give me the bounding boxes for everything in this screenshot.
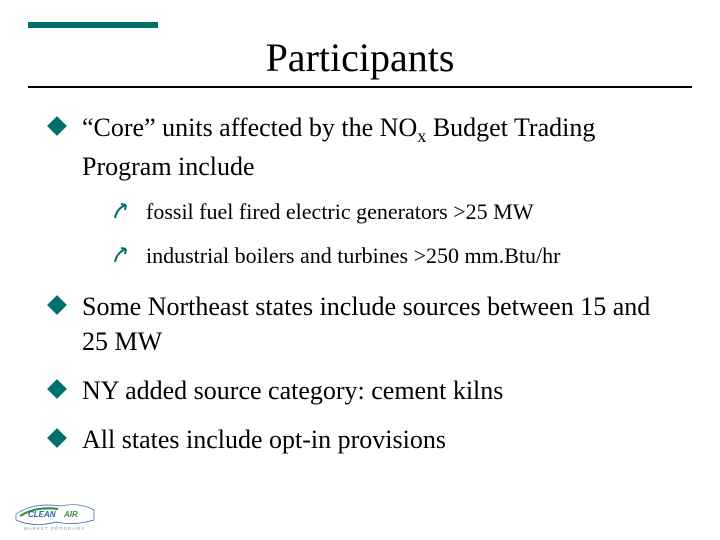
clean-air-logo: CLEAN AIR MARKET PROGRAMS — [14, 500, 104, 534]
sub-bullet-text: industrial boilers and turbines >250 mm.… — [146, 242, 560, 271]
header-underline — [28, 86, 692, 88]
diamond-bullet-icon — [47, 116, 67, 136]
bullet-item: Some Northeast states include sources be… — [50, 289, 680, 359]
sub-bullet-item: industrial boilers and turbines >250 mm.… — [112, 242, 680, 271]
diamond-bullet-icon — [47, 428, 67, 448]
subscript: x — [417, 126, 426, 146]
diamond-bullet-icon — [47, 379, 67, 399]
logo-text-clean: CLEAN — [28, 510, 56, 519]
sub-bullet-list: fossil fuel fired electric generators >2… — [112, 198, 680, 271]
bullet-text: Some Northeast states include sources be… — [82, 289, 680, 359]
logo-text-subtitle: MARKET PROGRAMS — [24, 526, 85, 531]
bullet-text: NY added source category: cement kilns — [82, 373, 503, 408]
sub-bullet-item: fossil fuel fired electric generators >2… — [112, 198, 680, 227]
slide-title: Participants — [0, 34, 720, 81]
sub-bullet-text: fossil fuel fired electric generators >2… — [146, 198, 533, 227]
diamond-bullet-icon — [47, 295, 67, 315]
bullet-item: NY added source category: cement kilns — [50, 373, 680, 408]
logo-text-air: AIR — [63, 510, 78, 519]
slide-body: “Core” units affected by the NOx Budget … — [50, 110, 680, 471]
bullet-item: “Core” units affected by the NOx Budget … — [50, 110, 680, 184]
bullet-text-pre: “Core” units affected by the NO — [82, 113, 417, 142]
arrow-bullet-icon — [112, 201, 134, 226]
bullet-item: All states include opt-in provisions — [50, 422, 680, 457]
bullet-text: “Core” units affected by the NOx Budget … — [82, 110, 680, 184]
header-accent-bar — [28, 22, 158, 28]
arrow-bullet-icon — [112, 245, 134, 270]
bullet-text: All states include opt-in provisions — [82, 422, 446, 457]
